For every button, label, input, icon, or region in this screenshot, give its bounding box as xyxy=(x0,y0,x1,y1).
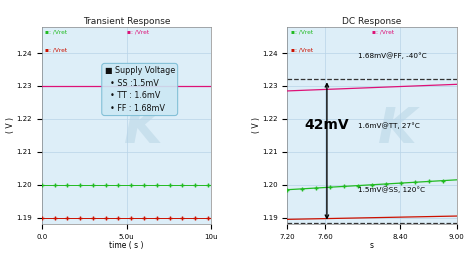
Text: 42mV: 42mV xyxy=(304,119,349,132)
Y-axis label: ( V ): ( V ) xyxy=(6,117,15,134)
Text: ▪: /Vret: ▪: /Vret xyxy=(45,30,68,35)
Text: 1.6mV@TT, 27°C: 1.6mV@TT, 27°C xyxy=(358,122,420,129)
Text: K: K xyxy=(378,105,417,154)
X-axis label: s: s xyxy=(370,241,374,250)
Text: ▪: /Vret: ▪: /Vret xyxy=(291,48,313,52)
Text: ■ Supply Voltage
  • SS :1.5mV
  • TT : 1.6mV
  • FF : 1.68mV: ■ Supply Voltage • SS :1.5mV • TT : 1.6m… xyxy=(104,66,175,113)
Title: DC Response: DC Response xyxy=(343,17,402,26)
X-axis label: time ( s ): time ( s ) xyxy=(110,241,144,250)
Title: Transient Response: Transient Response xyxy=(83,17,171,26)
Text: K: K xyxy=(124,105,163,154)
Text: ▪: /Vret: ▪: /Vret xyxy=(127,30,149,35)
Y-axis label: ( V ): ( V ) xyxy=(252,117,260,134)
Text: ▪: /Vret: ▪: /Vret xyxy=(372,30,394,35)
Text: ▪: /Vret: ▪: /Vret xyxy=(291,30,313,35)
Text: ▪: /Vret: ▪: /Vret xyxy=(45,48,68,52)
Text: 1.68mV@FF, -40°C: 1.68mV@FF, -40°C xyxy=(358,52,427,59)
Text: 1.5mV@SS, 120°C: 1.5mV@SS, 120°C xyxy=(358,186,425,193)
